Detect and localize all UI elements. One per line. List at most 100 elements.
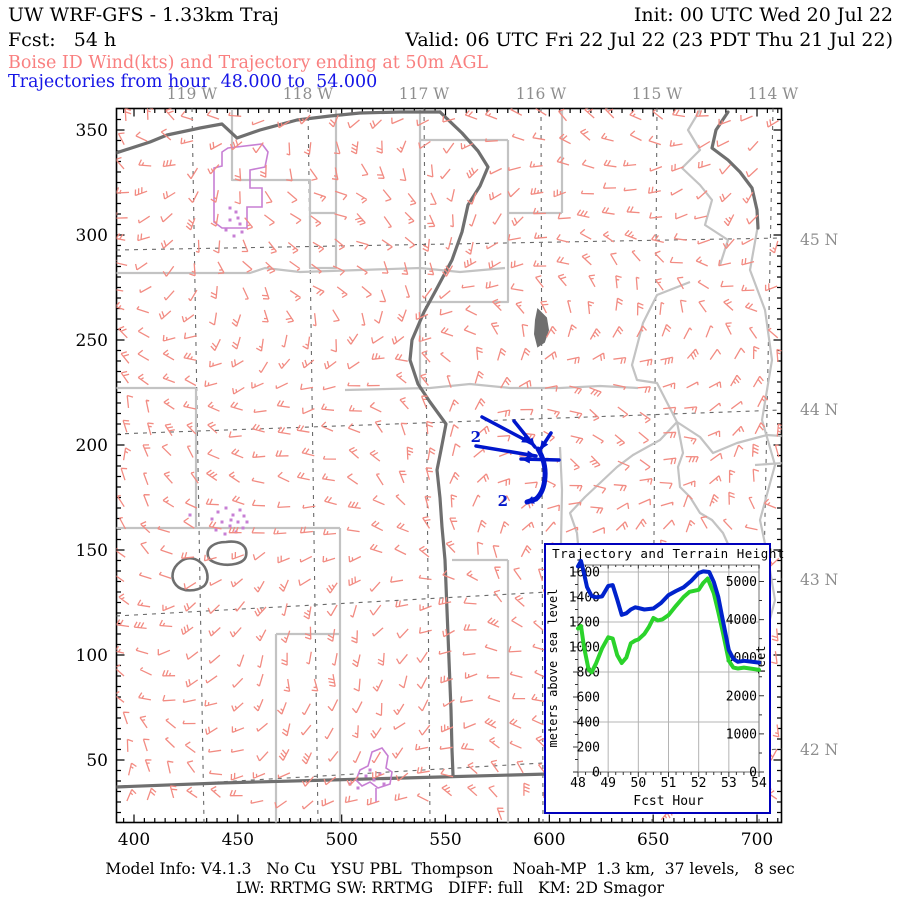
y-axis-tick-label: 150 (76, 541, 108, 561)
latitude-label: 44 N (800, 401, 838, 419)
city-dot (236, 216, 240, 220)
inset-y-tick-label: 400 (577, 716, 600, 731)
inset-x-tick-label: 48 (570, 776, 586, 791)
latitude-label: 45 N (800, 231, 838, 249)
city-dot (229, 518, 233, 522)
trajectory-arrowhead (521, 455, 531, 464)
county-boundary (452, 558, 510, 823)
county-boundary (680, 109, 730, 266)
x-axis-tick-label: 550 (429, 830, 461, 850)
city-dot (216, 510, 220, 514)
inset-y2-tick-label: 2000 (726, 689, 757, 704)
graticule-parallel (116, 237, 782, 251)
lake-filled (533, 307, 550, 348)
state-border (710, 110, 760, 230)
inset-x-tick-label: 54 (751, 776, 767, 791)
county-boundary (308, 213, 338, 270)
inset-gridlines (578, 565, 759, 772)
state-border (408, 110, 490, 777)
city-dot (188, 513, 192, 517)
city-dot (242, 514, 246, 518)
county-boundary (274, 632, 340, 823)
longitude-label: 116 W (516, 85, 567, 103)
inset-x-tick-label: 53 (721, 776, 737, 791)
city-boundary (355, 747, 393, 802)
graticule-meridian (191, 108, 205, 823)
wind-barb-field (116, 108, 782, 821)
inset-y2-tick-label: 4000 (726, 613, 757, 628)
city-dot (356, 786, 360, 790)
city-dot (238, 508, 242, 512)
city-boundary (213, 143, 269, 229)
model-info-line1: Model Info: V4.1.3 No Cu YSU PBL Thompso… (105, 860, 795, 878)
city-dot (224, 228, 228, 232)
longitude-label: 114 W (748, 85, 799, 103)
county-boundary (418, 109, 564, 215)
graticule-parallel (116, 578, 782, 617)
city-dot (223, 532, 227, 536)
county-boundary (116, 386, 198, 528)
y-axis-tick-label: 50 (86, 751, 108, 771)
y-axis-tick-label: 200 (76, 436, 108, 456)
county-boundary (676, 421, 782, 455)
city-dot (241, 526, 245, 530)
trajectory-arrowhead (526, 437, 535, 447)
city-dot (368, 768, 372, 772)
x-axis-tick-label: 450 (222, 830, 254, 850)
county-boundary (748, 224, 777, 559)
inset-y-tick-label: 1200 (569, 616, 600, 631)
y-axis-tick-label: 100 (76, 646, 108, 666)
y-axis-tick-label: 300 (76, 226, 108, 246)
graticule-parallel (116, 409, 782, 435)
graticule-meridian (540, 108, 544, 823)
longitude-label: 115 W (632, 85, 683, 103)
city-dot (348, 782, 352, 786)
state-border (116, 772, 550, 789)
map-frame-group: 400 450 500 550 600 650 7003503002502001501005… (76, 85, 839, 850)
inset-x-axis-title: Fcst Hour (633, 794, 704, 809)
inset-x-tick-label: 51 (661, 776, 677, 791)
trajectory-point-label: 2 (498, 492, 508, 510)
inset-y2-axis-title: feet (754, 646, 768, 675)
county-boundary (630, 280, 691, 423)
inset-series-trajectory-height-m (576, 559, 761, 665)
x-axis-tick-label: 500 (325, 830, 357, 850)
trajectory-point-label: 2 (471, 428, 481, 446)
init-time: Init: 00 UTC Wed 20 Jul 22 (633, 4, 893, 26)
county-boundary (754, 462, 782, 467)
city-dot (228, 218, 232, 222)
city-dot (378, 772, 382, 776)
inset-y-tick-label: 0 (592, 766, 600, 781)
county-boundary (558, 446, 564, 545)
city-dot (364, 774, 368, 778)
inset-y-tick-label: 200 (577, 741, 600, 756)
city-dot (228, 206, 232, 210)
city-dot (238, 222, 242, 226)
city-dot (372, 778, 376, 782)
inset-x-tick-label: 50 (631, 776, 647, 791)
county-boundary (116, 526, 342, 823)
model-info-line2: LW: RRTMG SW: RRTMG DIFF: full KM: 2D Sm… (235, 879, 665, 897)
city-dot (382, 782, 386, 786)
product-description: Boise ID Wind(kts) and Trajectory ending… (8, 53, 489, 73)
state-border (116, 110, 442, 155)
trajectory-group: 22 (471, 415, 561, 510)
city-dot (210, 517, 214, 521)
valid-time: Valid: 06 UTC Fri 22 Jul 22 (23 PDT Thu … (405, 29, 893, 51)
city-dot (236, 520, 240, 524)
model-title: UW WRF-GFS - 1.33km Traj (8, 4, 279, 26)
y-axis-tick-label: 250 (76, 331, 108, 351)
city-dot (220, 520, 224, 524)
trajectory-arrowhead (525, 496, 535, 504)
city-dot (214, 528, 218, 532)
lake-outline (206, 540, 248, 567)
county-boundary (418, 213, 510, 390)
x-axis-tick-label: 650 (637, 830, 669, 850)
lake-outline (171, 556, 209, 592)
city-dot (232, 234, 236, 238)
city-dot (231, 513, 235, 517)
inset-y-tick-label: 600 (577, 691, 600, 706)
county-boundary (344, 382, 639, 392)
city-dot (224, 506, 228, 510)
